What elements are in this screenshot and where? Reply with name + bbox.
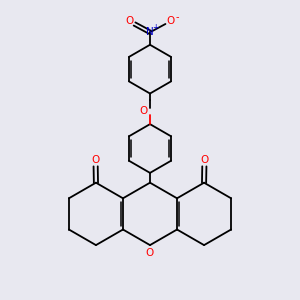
Text: N: N — [146, 27, 154, 37]
Text: O: O — [167, 16, 175, 26]
Text: +: + — [152, 23, 158, 32]
Text: O: O — [146, 248, 154, 257]
Text: O: O — [92, 155, 100, 165]
Text: O: O — [125, 16, 133, 26]
Text: -: - — [176, 12, 179, 22]
Text: O: O — [200, 155, 208, 165]
Text: O: O — [139, 106, 148, 116]
